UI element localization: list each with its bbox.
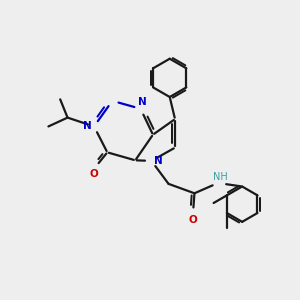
Text: NH: NH (213, 172, 228, 182)
Text: N: N (154, 156, 162, 166)
Text: O: O (188, 215, 197, 225)
Text: O: O (90, 169, 99, 179)
Text: N: N (138, 97, 146, 107)
Text: N: N (83, 122, 92, 131)
